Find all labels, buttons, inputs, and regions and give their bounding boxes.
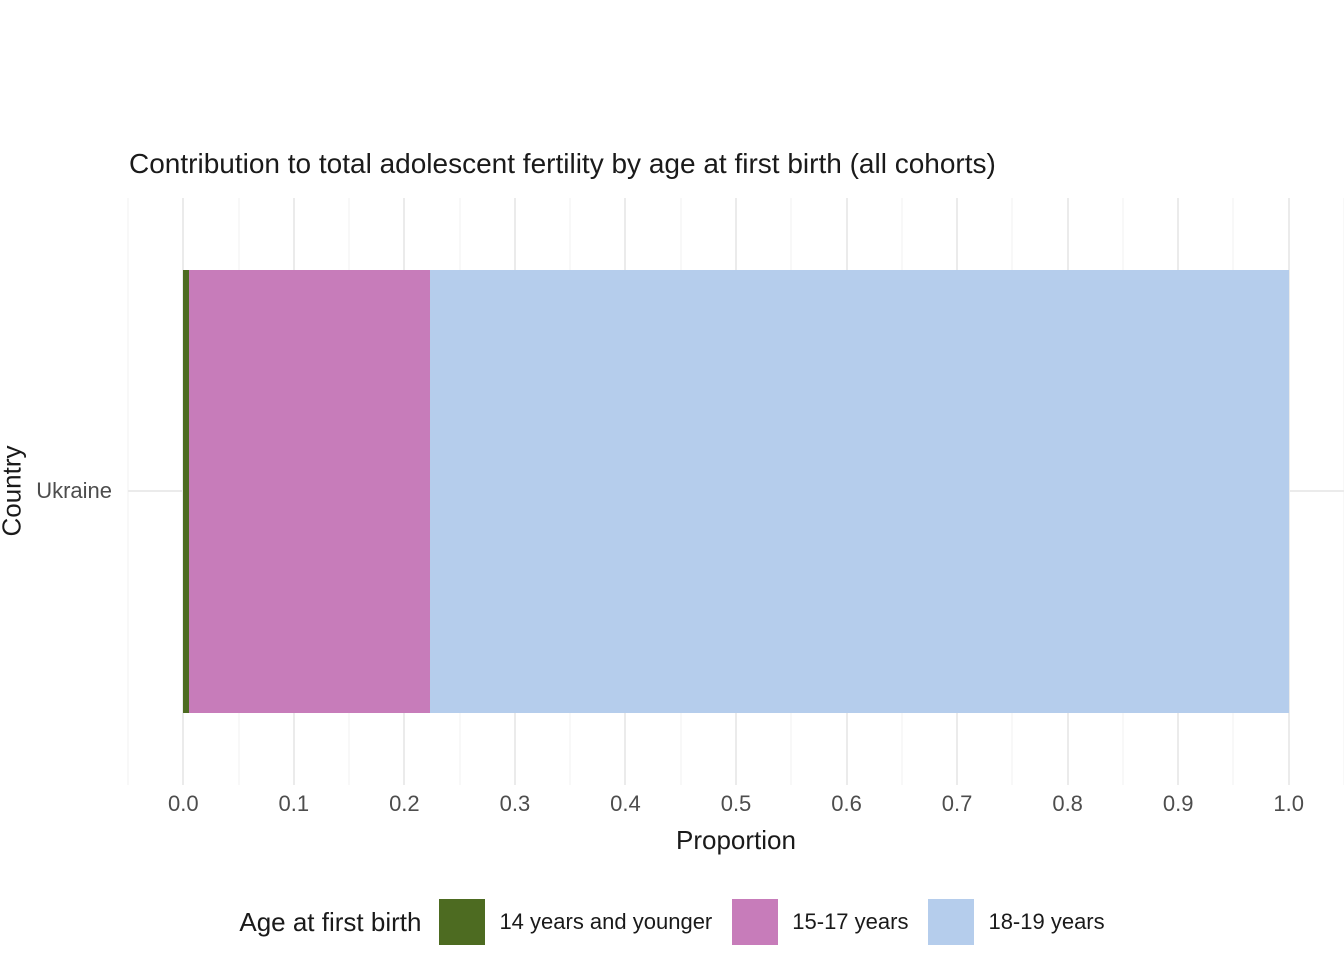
legend-items: 14 years and younger 15-17 years 18-19 yea… [439, 899, 1105, 945]
x-tick-label-0.8: 0.8 [1052, 791, 1083, 816]
x-tick-label-0.5: 0.5 [720, 791, 752, 816]
x-tick-label-0.2: 0.2 [389, 791, 420, 816]
x-tick-label-0.3: 0.3 [499, 791, 531, 816]
legend-label: 15-17 years [792, 909, 909, 934]
bar-segment-15-17-years [188, 270, 430, 713]
legend-item-15-17-years: 15-17 years [732, 899, 908, 945]
bar-segment-18-19-years [429, 270, 1289, 713]
legend-label: 18-19 years [988, 909, 1105, 934]
legend-label: 14 years and younger [499, 909, 713, 934]
legend-title: Age at first birth [239, 906, 422, 937]
legend-swatch-icon [928, 899, 975, 945]
x-tick-label-0.9: 0.9 [1162, 791, 1194, 816]
legend-item-18-19-years: 18-19 years [928, 899, 1105, 945]
legend-swatch-icon [732, 899, 779, 945]
x-tick-label-0.1: 0.1 [278, 791, 310, 816]
y-tick-label-ukraine: Ukraine [36, 478, 112, 503]
x-tick-label-0.0: 0.0 [167, 791, 199, 816]
chart-title: Contribution to total adolescent fertili… [129, 148, 996, 179]
x-axis-tick-labels: 0.0 0.1 0.2 0.3 0.4 0.5 0.6 0.7 0.8 0.9 1.0 [128, 791, 1344, 817]
legend: Age at first birth 14 years and younger 1… [0, 897, 1344, 947]
stacked-bar-ukraine [128, 270, 1344, 713]
x-tick-label-1.0: 1.0 [1273, 791, 1305, 816]
x-tick-label-0.7: 0.7 [941, 791, 973, 816]
plot-panel [127, 198, 1344, 785]
x-axis-title: Proportion [676, 825, 796, 855]
bar-segment-14-years-and-younger [183, 270, 189, 713]
legend-item-14-years-and-younger: 14 years and younger [439, 899, 712, 945]
legend-swatch-icon [439, 899, 486, 945]
x-tick-label-0.4: 0.4 [610, 791, 641, 816]
x-tick-label-0.6: 0.6 [831, 791, 862, 816]
